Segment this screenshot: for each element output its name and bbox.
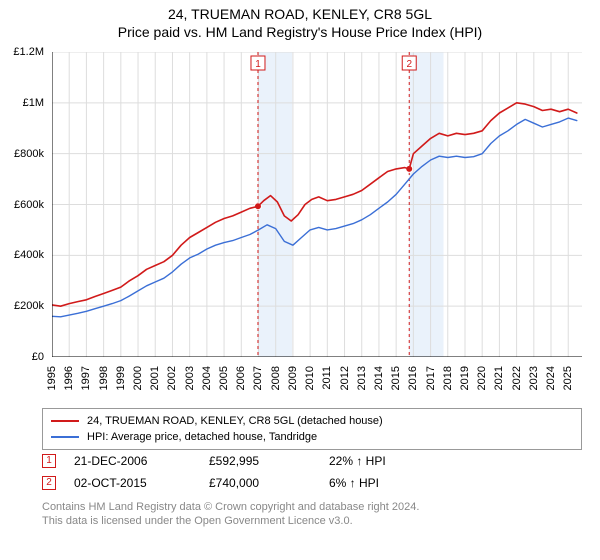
x-tick-label: 2019 [459, 366, 471, 390]
x-tick-label: 2015 [390, 366, 402, 390]
x-tick-label: 2002 [166, 366, 178, 390]
x-tick-label: 2023 [528, 366, 540, 390]
marker-row-date: 21-DEC-2006 [74, 454, 209, 468]
y-axis-labels: £0£200k£400k£600k£800k£1M£1.2M [0, 52, 48, 357]
x-tick-label: 2008 [270, 366, 282, 390]
y-tick-label: £600k [14, 199, 44, 211]
legend-row: HPI: Average price, detached house, Tand… [51, 429, 573, 445]
x-tick-label: 2000 [132, 366, 144, 390]
x-tick-label: 1998 [98, 366, 110, 390]
y-tick-label: £400k [14, 249, 44, 261]
x-tick-label: 2007 [252, 366, 264, 390]
x-tick-label: 2006 [235, 366, 247, 390]
x-tick-label: 2010 [304, 366, 316, 390]
marker-row-date: 02-OCT-2015 [74, 476, 209, 490]
title-subtitle: Price paid vs. HM Land Registry's House … [0, 24, 600, 40]
marker-badge-num: 1 [255, 59, 261, 70]
chart-svg: 12 [52, 52, 582, 357]
y-tick-label: £800k [14, 148, 44, 160]
legend-box: 24, TRUEMAN ROAD, KENLEY, CR8 5GL (detac… [42, 408, 582, 450]
chart-container: 24, TRUEMAN ROAD, KENLEY, CR8 5GL Price … [0, 0, 600, 560]
legend-swatch [51, 436, 79, 438]
series-hpi [52, 118, 577, 317]
chart-plot-area: 12 [52, 52, 582, 357]
x-tick-label: 2001 [149, 366, 161, 390]
x-tick-label: 2024 [545, 366, 557, 390]
x-tick-label: 1995 [46, 366, 58, 390]
marker-row-badge: 1 [42, 454, 56, 468]
x-tick-label: 1997 [80, 366, 92, 390]
x-tick-label: 2012 [339, 366, 351, 390]
x-tick-label: 2021 [493, 366, 505, 390]
footer-line2: This data is licensed under the Open Gov… [42, 514, 582, 528]
x-tick-label: 2016 [407, 366, 419, 390]
x-tick-label: 2020 [476, 366, 488, 390]
marker-row: 1 21-DEC-2006£592,99522% ↑ HPI [42, 450, 582, 472]
marker-row-price: £592,995 [209, 454, 329, 468]
marker-row-diff: 22% ↑ HPI [329, 454, 449, 468]
legend-label: 24, TRUEMAN ROAD, KENLEY, CR8 5GL (detac… [87, 415, 383, 427]
x-tick-label: 2014 [373, 366, 385, 390]
y-tick-label: £200k [14, 300, 44, 312]
x-tick-label: 2018 [442, 366, 454, 390]
legend-swatch [51, 420, 79, 422]
footer-line1: Contains HM Land Registry data © Crown c… [42, 500, 582, 514]
x-tick-label: 1999 [115, 366, 127, 390]
y-tick-label: £1M [23, 97, 44, 109]
x-tick-label: 2005 [218, 366, 230, 390]
x-tick-label: 2017 [425, 366, 437, 390]
x-tick-label: 2011 [321, 366, 333, 390]
marker-row-diff: 6% ↑ HPI [329, 476, 449, 490]
x-tick-label: 2009 [287, 366, 299, 390]
marker-row-price: £740,000 [209, 476, 329, 490]
x-tick-label: 1996 [63, 366, 75, 390]
legend-row: 24, TRUEMAN ROAD, KENLEY, CR8 5GL (detac… [51, 413, 573, 429]
markers-table: 1 21-DEC-2006£592,99522% ↑ HPI 2 02-OCT-201… [42, 450, 582, 494]
legend-label: HPI: Average price, detached house, Tand… [87, 431, 317, 443]
x-tick-label: 2025 [562, 366, 574, 390]
x-tick-label: 2013 [356, 366, 368, 390]
marker-row-badge: 2 [42, 476, 56, 490]
y-tick-label: £1.2M [13, 46, 44, 58]
x-axis-labels: 1995199619971998199920002001200220032004… [52, 360, 582, 408]
title-block: 24, TRUEMAN ROAD, KENLEY, CR8 5GL Price … [0, 0, 600, 40]
marker-row: 2 02-OCT-2015£740,0006% ↑ HPI [42, 472, 582, 494]
title-address: 24, TRUEMAN ROAD, KENLEY, CR8 5GL [0, 6, 600, 22]
y-tick-label: £0 [32, 351, 44, 363]
x-tick-label: 2004 [201, 366, 213, 390]
footer-note: Contains HM Land Registry data © Crown c… [42, 500, 582, 529]
x-tick-label: 2022 [511, 366, 523, 390]
x-tick-label: 2003 [184, 366, 196, 390]
marker-badge-num: 2 [406, 59, 412, 70]
